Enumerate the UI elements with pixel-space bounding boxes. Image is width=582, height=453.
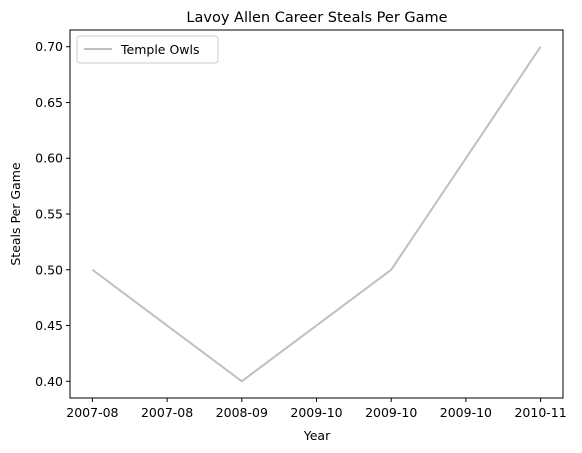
y-tick-label: 0.50 xyxy=(35,262,63,277)
x-tick-label: 2007-08 xyxy=(66,405,118,420)
y-tick-label: 0.40 xyxy=(35,374,63,389)
x-tick-label: 2009-10 xyxy=(365,405,417,420)
y-tick-label: 0.45 xyxy=(35,318,63,333)
legend: Temple Owls xyxy=(76,35,219,64)
x-tick-label: 2010-11 xyxy=(514,405,566,420)
x-tick-label: 2009-10 xyxy=(290,405,342,420)
chart-title: Lavoy Allen Career Steals Per Game xyxy=(186,10,447,26)
x-axis: 2007-08 2007-08 2008-09 2009-10 2009-10 2009-… xyxy=(66,398,567,420)
legend-label-temple-owls: Temple Owls xyxy=(120,42,200,57)
x-tick-label: 2007-08 xyxy=(141,405,193,420)
y-axis-label: Steals Per Game xyxy=(8,162,23,266)
y-tick-label: 0.60 xyxy=(35,151,63,166)
y-tick-label: 0.65 xyxy=(35,95,63,110)
y-axis: 0.40 0.45 0.50 0.55 0.60 0.65 0.70 xyxy=(35,39,70,389)
series-layer xyxy=(91,46,542,383)
x-axis-label: Year xyxy=(303,428,331,443)
x-tick-label: 2008-09 xyxy=(216,405,268,420)
plot-area xyxy=(69,29,564,399)
x-tick-label: 2009-10 xyxy=(440,405,492,420)
series-line-temple-owls xyxy=(91,46,542,383)
y-tick-label: 0.70 xyxy=(35,39,63,54)
y-tick-label: 0.55 xyxy=(35,207,63,222)
legend-box xyxy=(76,35,219,64)
plot-frame xyxy=(69,29,564,399)
